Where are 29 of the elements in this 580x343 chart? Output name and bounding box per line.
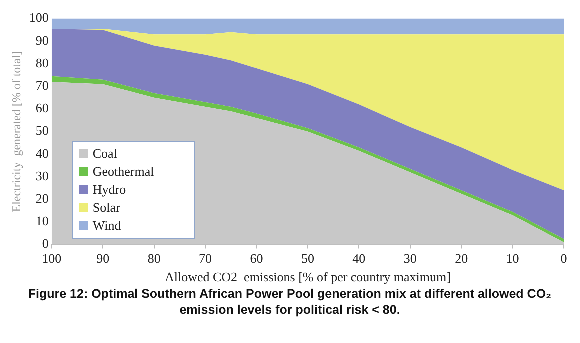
caption: Figure 12: Optimal Southern African Power Pool generation mix at different allowed CO₂ emission levels for political risk < 80.	[27, 286, 553, 318]
x-tick-label: 10	[506, 251, 520, 266]
y-tick-label: 80	[36, 55, 49, 70]
y-tick-label: 40	[36, 146, 49, 161]
y-tick-label: 60	[36, 100, 49, 116]
y-tick-label: 90	[36, 32, 49, 48]
x-tick-label: 80	[148, 251, 161, 266]
x-tick-label: 70	[199, 251, 212, 266]
legend-label: Solar	[92, 198, 120, 217]
y-tick-label: 50	[36, 123, 49, 138]
x-tick-label: 90	[96, 251, 110, 266]
x-tick-label: 20	[455, 251, 468, 266]
legend-label: Wind	[92, 216, 122, 235]
legend-label: Coal	[92, 144, 118, 163]
x-tick-label: 0	[560, 251, 568, 266]
y-tick-label: 30	[36, 168, 49, 184]
x-tick-label: 30	[404, 251, 417, 266]
x-tick-label: 60	[250, 251, 264, 266]
y-tick-label: 100	[29, 10, 49, 26]
y-tick-label: 0	[42, 236, 49, 252]
legend-label: Hydro	[92, 180, 126, 199]
y-tick-label: 10	[36, 214, 49, 229]
y-tick-label: 20	[36, 191, 49, 206]
y-tick-label: 70	[36, 78, 49, 94]
x-tick-label: 40	[352, 251, 366, 266]
legend-label: Geothermal	[92, 162, 154, 181]
y-axis-title: Electricity generated [% of total]	[9, 51, 24, 212]
x-tick-label: 50	[301, 251, 314, 266]
x-axis-title: Allowed CO2 emissions [% of per country maximum]	[164, 270, 451, 285]
